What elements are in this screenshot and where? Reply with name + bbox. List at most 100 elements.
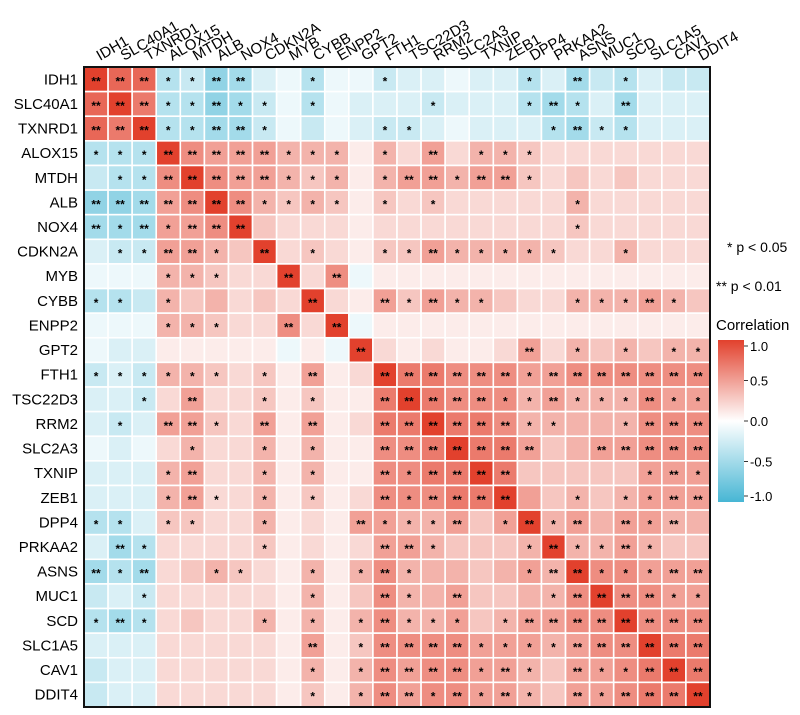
significance-mark: *	[214, 419, 219, 433]
heatmap-cell	[299, 115, 326, 142]
heatmap-cell	[131, 681, 158, 708]
heatmap-cell	[612, 164, 639, 191]
row-label: ASNS	[37, 564, 78, 581]
significance-mark: **	[428, 173, 438, 187]
significance-mark: **	[308, 296, 318, 310]
heatmap-cell	[155, 213, 182, 241]
heatmap-cell	[107, 213, 133, 241]
significance-mark: *	[647, 542, 652, 556]
significance-mark: **	[428, 640, 438, 654]
significance-mark: **	[404, 665, 414, 679]
significance-mark: *	[503, 517, 508, 531]
significance-mark: *	[118, 296, 123, 310]
significance-mark: *	[503, 148, 508, 162]
heatmap-cell	[540, 509, 567, 536]
significance-mark: *	[503, 394, 508, 408]
heatmap-cell	[492, 164, 519, 191]
heatmap-cell	[227, 533, 254, 561]
significance-mark: **	[573, 517, 583, 531]
heatmap-cell	[348, 66, 374, 93]
heatmap-cell	[685, 632, 711, 659]
heatmap-cell	[155, 90, 182, 118]
significance-mark: *	[94, 296, 99, 310]
row-label: ZEB1	[40, 490, 78, 507]
significance-mark: *	[334, 173, 339, 187]
heatmap-cell	[251, 66, 278, 93]
heatmap-cell	[612, 287, 639, 314]
significance-mark: *	[431, 197, 436, 211]
heatmap-cell	[323, 263, 350, 290]
significance-mark: **	[284, 320, 294, 334]
heatmap-cell	[83, 484, 109, 511]
heatmap-cell	[107, 435, 133, 462]
heatmap-cell	[179, 484, 206, 511]
heatmap-cell	[516, 460, 543, 487]
heatmap-cell	[227, 460, 254, 487]
significance-mark: **	[115, 616, 125, 630]
heatmap-cell	[299, 533, 326, 561]
significance-mark: **	[621, 542, 631, 556]
heatmap-cell	[203, 533, 230, 561]
significance-mark: *	[310, 616, 315, 630]
heatmap-cell	[468, 607, 495, 634]
significance-mark: **	[140, 74, 150, 88]
heatmap-cell	[323, 386, 350, 413]
significance-mark: *	[94, 370, 99, 384]
heatmap-cell	[179, 656, 206, 684]
heatmap-cell	[516, 312, 543, 339]
heatmap-cell	[107, 583, 133, 610]
row-labels: IDH1 SLC40A1 TXNRD1 ALOX15 MTDH ALB NOX4 CDKN2A…	[12, 71, 78, 703]
heatmap-cell	[612, 460, 639, 487]
heatmap-cell	[83, 460, 109, 487]
heatmap-cell	[516, 656, 543, 684]
significance-mark: **	[453, 640, 463, 654]
heatmap-cell	[588, 164, 615, 191]
significance-mark: *	[623, 247, 628, 261]
significance-mark: **	[669, 493, 679, 507]
heatmap-cell	[227, 386, 254, 413]
sig-key-double: ** p < 0.01	[716, 278, 782, 294]
significance-mark: *	[672, 394, 677, 408]
heatmap-cell	[661, 140, 687, 167]
significance-mark: **	[501, 690, 511, 704]
significance-mark: **	[428, 296, 438, 310]
significance-mark: **	[669, 419, 679, 433]
significance-mark: **	[380, 567, 390, 581]
significance-mark: **	[621, 616, 631, 630]
significance-mark: **	[356, 517, 366, 531]
significance-mark: *	[118, 370, 123, 384]
significance-mark: *	[551, 640, 556, 654]
significance-mark: **	[597, 616, 607, 630]
heatmap-cell	[636, 115, 663, 142]
significance-mark: *	[310, 468, 315, 482]
heatmap-cell	[564, 164, 591, 191]
significance-mark: *	[214, 493, 219, 507]
significance-mark: **	[597, 591, 607, 605]
heatmap-cell	[492, 90, 519, 118]
heatmap-cell	[588, 189, 615, 216]
significance-mark: *	[575, 296, 580, 310]
heatmap-cell	[107, 656, 133, 684]
heatmap-cell	[564, 312, 591, 339]
heatmap-cell	[348, 263, 374, 290]
heatmap-cell	[588, 460, 615, 487]
significance-mark: *	[647, 468, 652, 482]
significance-mark: *	[166, 320, 171, 334]
significance-mark: *	[118, 173, 123, 187]
significance-mark: **	[380, 493, 390, 507]
significance-mark: **	[693, 419, 703, 433]
heatmap-cell	[83, 656, 109, 684]
significance-mark: **	[404, 542, 414, 556]
significance-mark: **	[549, 616, 559, 630]
heatmap-cell	[492, 336, 519, 364]
heatmap-cell	[299, 435, 326, 462]
significance-mark: *	[551, 247, 556, 261]
significance-mark: *	[431, 99, 436, 113]
heatmap-cell	[516, 213, 543, 241]
significance-mark: **	[404, 394, 414, 408]
significance-mark: **	[453, 444, 463, 458]
heatmap-cell	[227, 263, 254, 290]
heatmap-cell	[227, 509, 254, 536]
heatmap-border	[83, 66, 711, 708]
heatmap-cell	[251, 263, 278, 290]
